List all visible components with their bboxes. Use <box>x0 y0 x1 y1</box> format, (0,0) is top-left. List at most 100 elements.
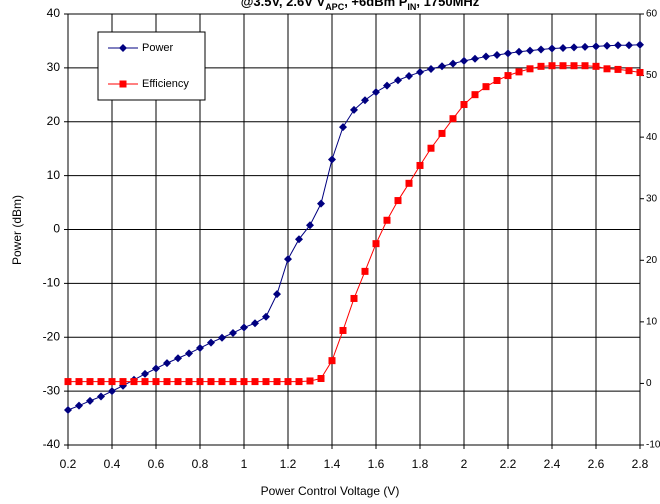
marker <box>108 387 116 396</box>
y2-tick-label: 60 <box>646 9 658 20</box>
y2-tick-label: 30 <box>646 193 658 204</box>
marker <box>119 378 127 386</box>
marker <box>449 59 457 68</box>
marker <box>273 378 281 386</box>
y-tick-label: 30 <box>47 60 61 74</box>
marker <box>262 378 270 386</box>
marker <box>350 105 358 114</box>
legend-label: Efficiency <box>142 78 189 90</box>
marker <box>416 161 424 169</box>
title-part: @3.5V, 2.6V V <box>241 0 326 9</box>
marker <box>625 67 633 75</box>
marker <box>372 240 380 248</box>
marker <box>471 91 479 99</box>
marker <box>75 378 83 386</box>
y-axis-title: Power (dBm) <box>10 195 24 265</box>
x-tick-label: 1.4 <box>324 457 341 471</box>
marker <box>152 364 160 373</box>
marker <box>614 41 622 50</box>
marker <box>163 359 171 368</box>
title-part: IN <box>407 2 416 12</box>
y-tick-label: 0 <box>53 222 60 236</box>
y-tick-label: -30 <box>43 383 61 397</box>
marker <box>64 378 72 386</box>
marker <box>350 294 358 302</box>
marker <box>328 155 336 164</box>
title-part: APC <box>325 2 345 12</box>
marker <box>603 41 611 50</box>
marker <box>592 42 600 51</box>
marker <box>592 62 600 70</box>
marker <box>636 40 644 49</box>
y-tick-label: -40 <box>43 437 61 451</box>
marker <box>603 65 611 73</box>
y2-tick-label: 0 <box>646 378 652 389</box>
marker <box>614 65 622 73</box>
marker <box>141 378 149 386</box>
chart-title: @3.5V, 2.6V VAPC, +6dBm PIN, 1750MHz <box>241 0 480 12</box>
y-tick-label: -20 <box>43 329 61 343</box>
marker <box>515 68 523 76</box>
marker <box>174 354 182 363</box>
marker <box>636 68 644 76</box>
marker <box>284 378 292 386</box>
marker <box>526 46 534 55</box>
x-tick-label: 2.4 <box>544 457 561 471</box>
marker <box>405 71 413 80</box>
marker <box>207 378 215 386</box>
marker <box>163 378 171 386</box>
marker <box>559 43 567 52</box>
marker <box>482 52 490 61</box>
marker <box>493 50 501 59</box>
x-tick-label: 0.6 <box>148 457 165 471</box>
marker <box>449 115 457 123</box>
marker <box>306 221 314 230</box>
title-part: , +6dBm P <box>344 0 408 9</box>
marker <box>438 129 446 137</box>
marker <box>240 378 248 386</box>
marker <box>185 378 193 386</box>
marker <box>416 68 424 77</box>
y-tick-label: -10 <box>43 276 61 290</box>
marker <box>383 216 391 224</box>
marker <box>317 375 325 383</box>
marker <box>284 255 292 264</box>
marker <box>504 49 512 58</box>
x-tick-label: 1.8 <box>412 457 429 471</box>
marker <box>537 62 545 70</box>
marker <box>196 344 204 353</box>
marker <box>515 47 523 56</box>
marker <box>460 56 468 65</box>
marker <box>427 64 435 73</box>
marker <box>537 45 545 54</box>
y2-tick-label: 20 <box>646 255 658 266</box>
marker <box>581 42 589 51</box>
x-tick-label: 2.2 <box>500 457 517 471</box>
marker <box>548 62 556 70</box>
y2-tick-label: 50 <box>646 70 658 81</box>
x-tick-label: 2.8 <box>632 457 649 471</box>
marker <box>141 369 149 378</box>
marker <box>86 396 94 405</box>
marker <box>504 72 512 80</box>
marker <box>207 338 215 347</box>
marker <box>570 43 578 52</box>
marker <box>427 144 435 152</box>
marker <box>174 378 182 386</box>
marker <box>75 401 83 410</box>
marker <box>97 378 105 386</box>
marker <box>152 378 160 386</box>
marker <box>394 197 402 205</box>
x-tick-label: 0.8 <box>192 457 209 471</box>
marker <box>196 378 204 386</box>
marker <box>218 378 226 386</box>
y2-tick-label: 40 <box>646 132 658 143</box>
marker <box>218 333 226 342</box>
y-tick-label: 10 <box>47 168 61 182</box>
x-tick-label: 1 <box>241 457 248 471</box>
marker <box>251 319 259 328</box>
marker <box>493 76 501 84</box>
marker <box>119 44 127 52</box>
legend-label: Power <box>142 42 174 54</box>
